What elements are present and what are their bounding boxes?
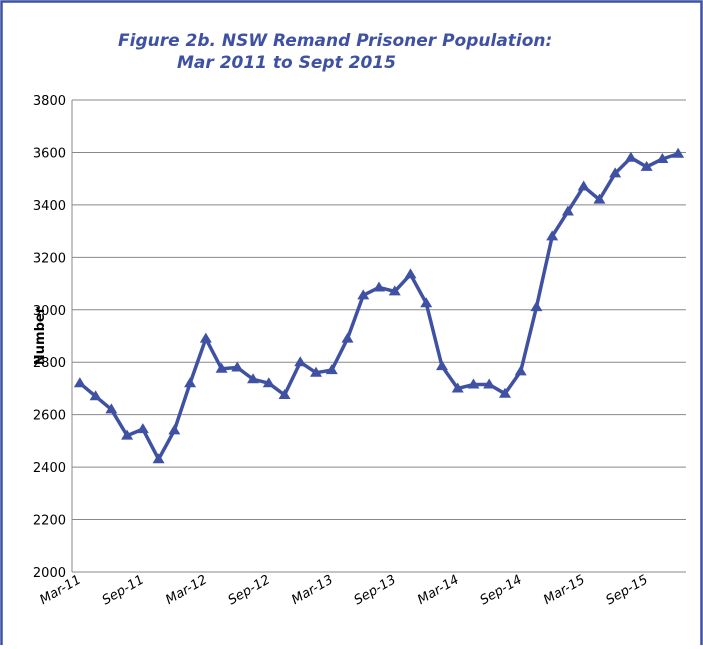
data-point: [278, 389, 291, 399]
data-point: [640, 160, 653, 171]
data-point: [262, 377, 275, 388]
x-tick-label: Mar-15: [541, 572, 588, 608]
data-point: [404, 268, 417, 279]
x-tick-label: Sep-13: [352, 572, 399, 608]
data-point: [105, 403, 118, 414]
data-point: [325, 364, 338, 375]
data-point: [435, 360, 448, 371]
x-tick-label: Sep-15: [604, 572, 651, 608]
data-point: [388, 285, 401, 296]
data-point: [624, 151, 637, 162]
y-tick-label: 2800: [33, 356, 66, 371]
data-point: [294, 356, 307, 367]
data-line: [78, 152, 679, 461]
data-point: [310, 366, 323, 377]
y-tick-label: 2600: [33, 409, 66, 424]
data-point: [672, 147, 685, 158]
data-point: [136, 423, 149, 434]
data-point: [215, 362, 228, 373]
y-tick-label: 2000: [33, 566, 66, 581]
data-point: [498, 387, 511, 398]
chart-title: Figure 2b. NSW Remand Prisoner Populatio…: [118, 31, 552, 51]
x-tick-label: Mar-12: [163, 572, 210, 608]
x-tick-label: Mar-14: [415, 572, 462, 608]
y-tick-label: 2400: [33, 461, 66, 476]
data-point: [231, 361, 244, 372]
data-point: [373, 281, 385, 292]
data-point: [530, 301, 543, 312]
data-point: [152, 453, 165, 464]
y-tick-label: 3000: [33, 304, 66, 319]
x-tick-label: Mar-13: [289, 572, 336, 608]
x-tick-label: Sep-14: [478, 572, 525, 608]
data-point: [483, 378, 496, 389]
data-point: [199, 332, 212, 343]
data-point: [577, 180, 590, 191]
chart-subtitle: Mar 2011 to Sept 2015: [177, 53, 396, 73]
data-point: [609, 167, 622, 178]
data-point: [73, 377, 86, 388]
x-tick-label: Sep-11: [100, 572, 147, 608]
data-point: [656, 153, 669, 163]
data-point: [357, 289, 370, 300]
data-point: [184, 377, 197, 388]
data-point: [420, 297, 433, 308]
y-tick-label: 3800: [33, 94, 66, 109]
data-point: [121, 429, 134, 440]
data-point: [467, 378, 480, 389]
data-point: [341, 332, 354, 343]
data-point: [561, 205, 574, 216]
y-tick-label: 3200: [33, 251, 66, 266]
data-point: [168, 424, 181, 435]
data-point: [451, 382, 464, 393]
data-point: [89, 390, 102, 401]
x-tick-label: Sep-12: [226, 572, 273, 608]
y-tick-label: 3600: [33, 146, 66, 161]
y-axis-label: Number: [33, 306, 48, 365]
data-point: [514, 365, 527, 376]
y-tick-label: 3400: [33, 199, 66, 214]
y-tick-label: 2200: [33, 514, 66, 529]
data-point: [546, 230, 559, 241]
data-point: [247, 373, 260, 384]
data-point: [593, 193, 606, 204]
